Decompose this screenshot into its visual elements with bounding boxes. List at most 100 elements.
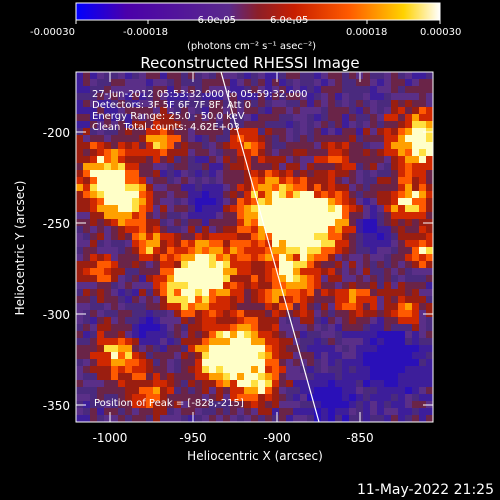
image-pixel	[377, 310, 385, 318]
image-pixel	[209, 296, 217, 304]
image-pixel	[90, 380, 98, 388]
image-pixel	[314, 317, 322, 325]
image-pixel	[370, 324, 378, 332]
image-pixel	[223, 373, 231, 381]
image-pixel	[419, 282, 427, 290]
image-pixel	[237, 233, 245, 241]
image-pixel	[307, 296, 315, 304]
image-pixel	[251, 282, 259, 290]
image-pixel	[398, 261, 406, 269]
image-pixel	[293, 219, 301, 227]
image-pixel	[230, 170, 238, 178]
image-pixel	[307, 380, 315, 388]
image-pixel	[195, 331, 203, 339]
image-pixel	[104, 170, 112, 178]
image-pixel	[167, 345, 175, 353]
image-pixel	[181, 93, 189, 101]
image-pixel	[286, 380, 294, 388]
image-pixel	[153, 156, 161, 164]
image-pixel	[384, 212, 392, 220]
image-pixel	[118, 121, 126, 129]
image-pixel	[104, 324, 112, 332]
image-pixel	[321, 359, 329, 367]
image-pixel	[146, 408, 154, 416]
image-pixel	[97, 191, 105, 199]
image-pixel	[195, 205, 203, 213]
image-pixel	[174, 394, 182, 402]
image-pixel	[286, 247, 294, 255]
image-pixel	[237, 366, 245, 374]
image-pixel	[314, 359, 322, 367]
image-pixel	[279, 79, 287, 87]
image-pixel	[160, 233, 168, 241]
image-pixel	[139, 93, 147, 101]
image-pixel	[251, 177, 259, 185]
image-pixel	[398, 345, 406, 353]
image-pixel	[97, 408, 105, 416]
image-pixel	[153, 268, 161, 276]
image-pixel	[363, 387, 371, 395]
image-pixel	[216, 282, 224, 290]
image-pixel	[216, 219, 224, 227]
image-pixel	[118, 338, 126, 346]
image-pixel	[342, 366, 350, 374]
image-pixel	[370, 184, 378, 192]
image-pixel	[405, 79, 413, 87]
image-pixel	[349, 261, 357, 269]
image-pixel	[90, 338, 98, 346]
image-pixel	[167, 226, 175, 234]
image-pixel	[125, 338, 133, 346]
image-pixel	[426, 233, 433, 241]
image-pixel	[370, 338, 378, 346]
image-pixel	[279, 170, 287, 178]
image-pixel	[398, 352, 406, 360]
image-pixel	[237, 240, 245, 248]
image-pixel	[356, 345, 364, 353]
image-pixel	[328, 219, 336, 227]
image-pixel	[160, 296, 168, 304]
image-pixel	[153, 212, 161, 220]
image-pixel	[328, 324, 336, 332]
image-pixel	[328, 373, 336, 381]
plot-frame	[75, 71, 434, 423]
image-pixel	[237, 415, 245, 422]
image-pixel	[265, 177, 273, 185]
image-pixel	[104, 394, 112, 402]
image-pixel	[265, 380, 273, 388]
image-pixel	[153, 163, 161, 171]
image-pixel	[188, 205, 196, 213]
image-pixel	[230, 79, 238, 87]
image-pixel	[139, 72, 147, 80]
image-pixel	[230, 408, 238, 416]
image-pixel	[132, 79, 140, 87]
image-pixel	[265, 121, 273, 129]
image-pixel	[202, 296, 210, 304]
image-pixel	[111, 86, 119, 94]
image-pixel	[223, 296, 231, 304]
image-pixel	[167, 268, 175, 276]
image-pixel	[405, 191, 413, 199]
image-pixel	[209, 387, 217, 395]
image-pixel	[216, 212, 224, 220]
image-pixel	[307, 184, 315, 192]
image-pixel	[167, 107, 175, 115]
image-pixel	[153, 289, 161, 297]
image-pixel	[251, 289, 259, 297]
image-pixel	[328, 212, 336, 220]
image-pixel	[286, 219, 294, 227]
image-pixel	[167, 135, 175, 143]
image-pixel	[300, 163, 308, 171]
image-pixel	[139, 247, 147, 255]
image-pixel	[216, 86, 224, 94]
image-pixel	[132, 345, 140, 353]
image-pixel	[216, 156, 224, 164]
image-pixel	[328, 345, 336, 353]
image-pixel	[202, 184, 210, 192]
image-pixel	[363, 415, 371, 422]
image-pixel	[272, 114, 280, 122]
image-pixel	[272, 387, 280, 395]
image-pixel	[153, 128, 161, 136]
image-pixel	[181, 191, 189, 199]
image-pixel	[216, 93, 224, 101]
image-pixel	[237, 212, 245, 220]
